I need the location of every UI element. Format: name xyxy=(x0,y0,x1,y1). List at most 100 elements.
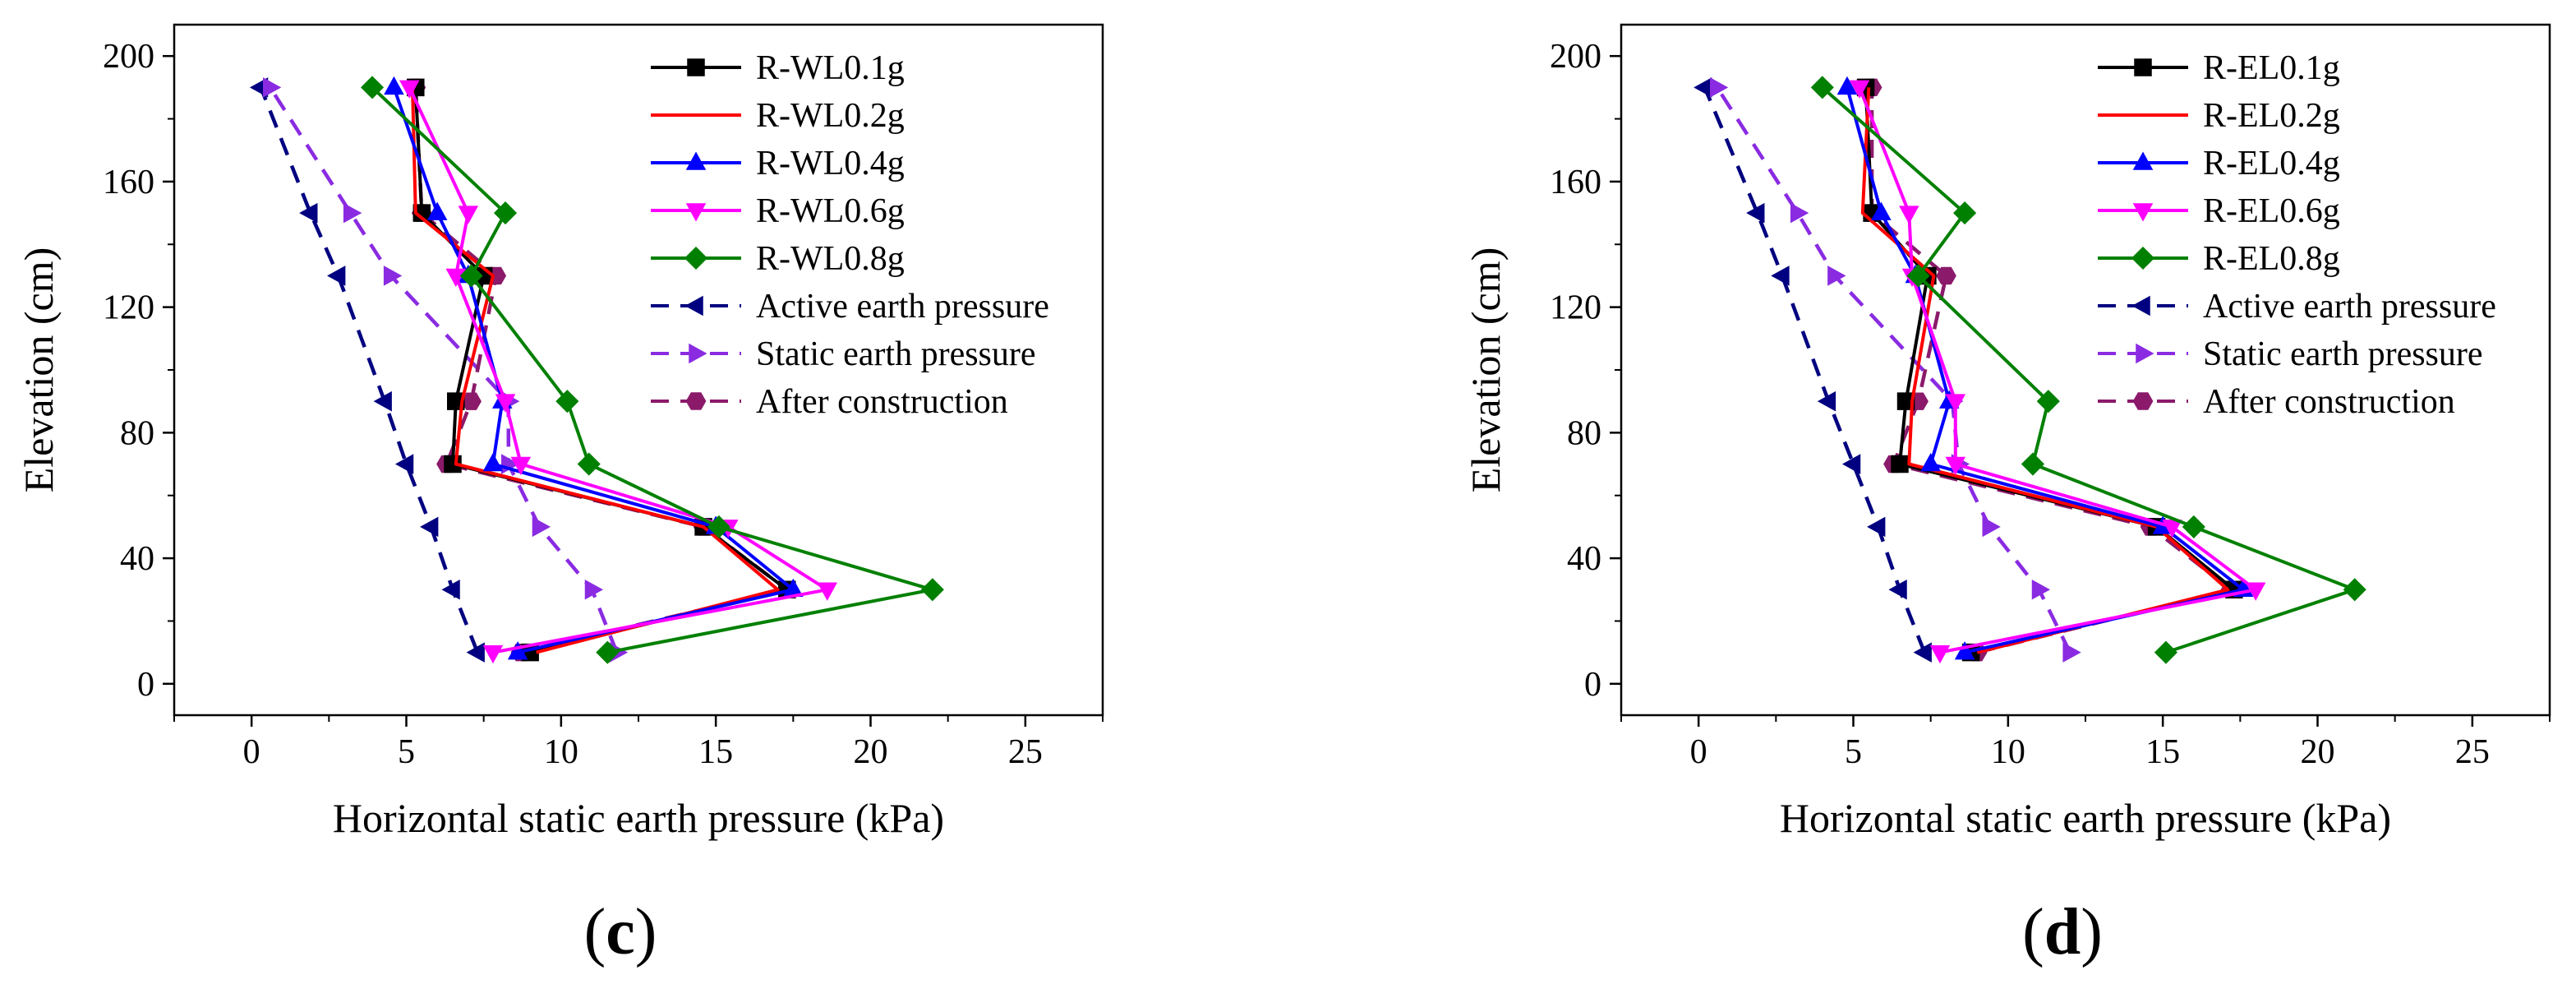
data-point-static-earth-pressure xyxy=(263,77,282,98)
panel-label: (d) xyxy=(2022,896,2103,968)
data-point-r-el0-4g xyxy=(1836,76,1858,95)
data-point-active-earth-pressure xyxy=(441,580,460,600)
data-point-r-el0-6g xyxy=(1945,394,1966,413)
series-line-r-wl0-8g xyxy=(371,85,934,654)
legend-entry-r-wl0-1g: R-WL0.1g xyxy=(651,49,905,87)
x-tick-label: 25 xyxy=(1008,733,1043,771)
x-tick-label: 5 xyxy=(1845,733,1862,771)
data-point-r-wl0-6g xyxy=(458,206,479,224)
x-tick-label: 10 xyxy=(544,733,578,771)
data-point-active-earth-pressure xyxy=(1841,454,1861,474)
data-point-r-el0-4g xyxy=(1920,452,1941,472)
x-tick-label: 15 xyxy=(2145,733,2180,771)
legend-marker xyxy=(2132,203,2154,222)
series-line-r-el0-4g xyxy=(1846,86,2246,654)
legend-entry-r-wl0-2g: R-WL0.2g xyxy=(651,97,905,135)
data-point-active-earth-pressure xyxy=(1867,516,1886,538)
legend-marker xyxy=(2134,58,2152,76)
data-point-static-earth-pressure xyxy=(532,516,551,538)
y-tick-label: 80 xyxy=(120,414,154,452)
data-point-active-earth-pressure xyxy=(466,642,485,663)
x-tick-label: 0 xyxy=(1690,733,1707,771)
legend-label: R-WL0.4g xyxy=(756,145,905,182)
series-r-wl0-8g xyxy=(361,76,944,664)
data-point-active-earth-pressure xyxy=(373,390,392,412)
data-point-r-el0-6g xyxy=(2162,520,2182,538)
legend-entry-active-earth-pressure: Active earth pressure xyxy=(651,288,1049,326)
data-point-r-wl0-6g xyxy=(817,582,838,601)
data-point-r-el0-4g xyxy=(1871,201,1892,220)
y-tick-label: 120 xyxy=(103,289,154,327)
data-point-r-wl0-6g xyxy=(510,456,532,476)
data-point-r-el0-8g xyxy=(2154,640,2177,664)
series-line-r-wl0-1g xyxy=(413,87,789,654)
x-tick-label: 20 xyxy=(854,733,888,771)
legend-marker xyxy=(2132,151,2154,170)
legend-label: R-EL0.2g xyxy=(2203,97,2340,135)
data-point-static-earth-pressure xyxy=(2031,580,2051,600)
data-point-r-wl0-8g xyxy=(361,76,385,99)
data-point-r-el0-8g xyxy=(1810,76,1834,99)
data-point-static-earth-pressure xyxy=(383,266,403,286)
data-point-active-earth-pressure xyxy=(327,266,346,286)
legend-marker xyxy=(685,151,707,170)
legend-marker xyxy=(2131,246,2155,270)
series-line-r-el0-8g xyxy=(1821,85,2357,654)
data-point-active-earth-pressure xyxy=(299,202,318,224)
legend-entry-after-construction: After construction xyxy=(651,383,1008,421)
y-tick-label: 0 xyxy=(137,666,154,704)
data-point-active-earth-pressure xyxy=(1913,642,1932,663)
y-tick-label: 160 xyxy=(103,164,154,201)
data-point-active-earth-pressure xyxy=(1888,580,1907,600)
data-point-after-construction xyxy=(1936,266,1956,285)
legend-marker xyxy=(2131,295,2150,316)
chart-panel-d: 0 5 10 15 20 25 0 40 80 120 160 200 Horizontal stati… xyxy=(1463,23,2551,968)
legend-marker xyxy=(685,392,707,410)
y-tick-label: 120 xyxy=(1550,289,1601,327)
data-point-r-wl0-8g xyxy=(577,452,601,476)
series-r-wl0-6g xyxy=(399,80,838,664)
legend-label: After construction xyxy=(756,383,1008,421)
data-point-static-earth-pressure xyxy=(2062,642,2081,663)
x-tick-label: 10 xyxy=(1991,733,2025,771)
data-point-r-el0-4g xyxy=(1954,641,1975,660)
series-r-wl0-1g xyxy=(407,78,796,662)
legend-label: After construction xyxy=(2203,383,2455,421)
data-point-r-el0-6g xyxy=(2245,582,2266,601)
series-active-earth-pressure xyxy=(1694,77,1932,663)
legend-label: Static earth pressure xyxy=(756,335,1036,373)
y-tick-label: 40 xyxy=(1567,540,1601,578)
data-point-r-wl0-6g xyxy=(445,268,467,288)
data-point-r-el0-8g xyxy=(1953,201,1977,225)
y-tick-label: 200 xyxy=(103,38,154,76)
panel-label: (c) xyxy=(584,896,657,968)
data-point-r-wl0-6g xyxy=(399,80,420,99)
x-tick-label: 5 xyxy=(398,733,415,771)
legend-entry-r-el0-6g: R-EL0.6g xyxy=(2098,192,2340,230)
data-point-r-wl0-8g xyxy=(459,264,483,288)
legend-marker xyxy=(2132,392,2154,410)
legend-entry-static-earth-pressure: Static earth pressure xyxy=(2098,335,2483,373)
series-r-el0-2g xyxy=(1860,87,2230,654)
data-point-r-wl0-8g xyxy=(596,640,620,664)
data-point-static-earth-pressure xyxy=(584,580,604,600)
data-point-r-wl0-6g xyxy=(495,394,516,413)
series-line-after-construction xyxy=(1869,87,2233,654)
data-point-active-earth-pressure xyxy=(1771,266,1790,286)
series-r-el0-4g xyxy=(1836,76,2254,660)
y-tick-label: 160 xyxy=(1550,164,1601,201)
x-tick-label: 20 xyxy=(2301,733,2335,771)
legend-label: R-WL0.8g xyxy=(756,240,905,278)
data-point-r-wl0-4g xyxy=(426,201,448,220)
legend-entry-r-wl0-4g: R-WL0.4g xyxy=(651,145,905,182)
legend-label: Active earth pressure xyxy=(2203,288,2496,326)
legend-label: R-WL0.1g xyxy=(756,49,905,87)
data-point-r-wl0-8g xyxy=(920,578,944,602)
data-point-r-wl0-4g xyxy=(384,76,404,95)
legend-marker xyxy=(2136,343,2154,364)
series-static-earth-pressure xyxy=(1710,77,2081,663)
data-point-r-el0-1g xyxy=(1896,392,1915,410)
series-r-el0-8g xyxy=(1810,76,2366,664)
data-point-r-wl0-1g xyxy=(412,204,431,222)
series-line-r-wl0-4g xyxy=(392,86,795,654)
